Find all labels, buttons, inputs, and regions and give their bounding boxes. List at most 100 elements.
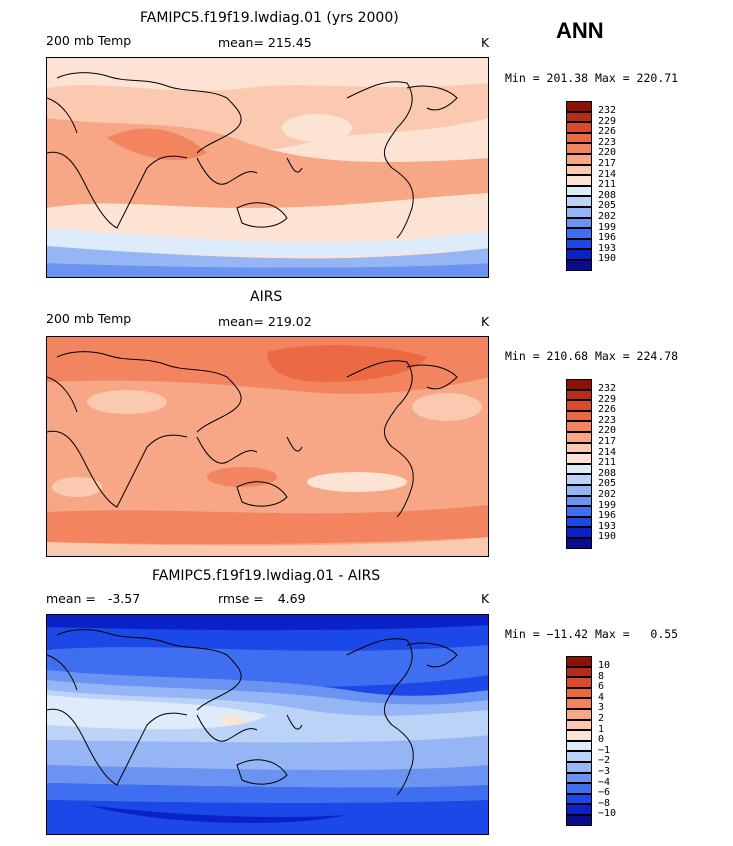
panel1-cbar-label: 229 [598,115,617,127]
panel3-colorbar-swatch [566,740,592,752]
panel2-colorbar-swatch [566,389,592,401]
panel1-colorbar-swatch [566,238,592,250]
panel3-colorbar-swatch [566,751,592,762]
panel3-colorbar-swatch [566,698,592,709]
panel1-map-svg [47,58,488,277]
panel1-colorbar-swatch [566,153,592,165]
panel1-cbar-label: 217 [598,157,617,169]
panel2-cbar-label: 190 [598,531,617,543]
panel3-cbar-label: −8 [598,797,611,809]
panel1-title: FAMIPC5.f19f19.lwdiag.01 (yrs 2000) [140,10,399,26]
panel1-colorbar-labels: 232 229 226 223 220 217 214 211 208 205 … [598,101,617,264]
panel3-cbar-label: −2 [598,755,611,767]
panel2-colorbar [566,379,592,549]
panel3-colorbar-swatch [566,687,592,699]
panel2-cbar-label: 196 [598,510,617,522]
panel2-colorbar-swatch [566,442,592,454]
panel2-cbar-label: 232 [598,383,617,394]
panel3-colorbar-swatch [566,677,592,688]
panel1-cbar-label: 232 [598,105,617,116]
panel2-cbar-label: 226 [598,404,617,416]
panel2-cbar-label: 199 [598,499,617,511]
panel2-colorbar-swatch [566,400,592,411]
panel3-rmse-label: rmse = [218,591,264,606]
panel3-title: FAMIPC5.f19f19.lwdiag.01 - AIRS [152,568,381,584]
panel1-colorbar-swatch [566,196,592,207]
panel3-mean: mean = -3.57 [46,591,141,606]
panel1-colorbar-swatch [566,132,592,144]
panel3-colorbar-swatch [566,783,592,794]
panel3-colorbar-swatch [566,814,592,826]
panel2-title: AIRS [250,289,283,305]
panel2-cbar-label: 202 [598,488,617,500]
panel1-minmax: Min = 201.38 Max = 220.71 [505,71,679,85]
panel2-cbar-label: 223 [598,414,617,426]
panel2-minmax: Min = 210.68 Max = 224.78 [505,349,679,363]
panel1-cbar-label: 193 [598,242,617,254]
season-label: ANN [556,18,604,43]
panel1-colorbar-swatch [566,217,592,229]
panel1-colorbar-swatch [566,249,592,260]
panel3-map [46,614,489,835]
panel2-map-svg [47,337,488,556]
panel3-colorbar [566,656,592,826]
panel2-colorbar-swatch [566,537,592,549]
panel2-cbar-label: 205 [598,478,617,490]
panel1-cbar-label: 211 [598,179,617,191]
panel1-variable-label: 200 mb Temp [46,33,132,48]
panel2-cbar-label: 214 [598,446,617,458]
panel1-cbar-label: 205 [598,200,617,212]
panel1-mean-value: 215.45 [267,35,312,50]
panel3-cbar-label: 0 [598,734,605,746]
panel2-map [46,336,489,557]
panel3-cbar-label: 4 [598,691,605,703]
panel1-cbar-label: 214 [598,168,617,180]
panel3-colorbar-swatch [566,804,592,815]
panel2-mean-value: 219.02 [267,314,312,329]
panel1-colorbar-swatch [566,164,592,176]
panel2-colorbar-swatch [566,410,592,422]
panel2-colorbar-swatch [566,484,592,496]
panel3-cbar-label: 2 [598,712,605,724]
panel1-colorbar-swatch [566,122,592,133]
panel3-cbar-label: 10 [598,660,611,671]
panel1-mean: mean= 215.45 [218,35,312,50]
panel3-rmse-value: 4.69 [277,591,306,606]
panel2-colorbar-swatch [566,453,592,464]
panel1-cbar-label: 208 [598,189,617,201]
panel2-cbar-label: 211 [598,457,617,469]
panel1-colorbar-swatch [566,175,592,186]
panel2-cbar-label: 220 [598,425,617,437]
panel3-units: K [481,591,490,606]
panel3-colorbar-labels: 10 8 6 4 3 2 1 0 −1 −2 −3 −4 −6 −8 −10 [598,656,616,819]
panel3-colorbar-swatch [566,793,592,805]
panel2-colorbar-swatch [566,474,592,485]
panel3-cbar-label: −4 [598,776,611,788]
panel3-cbar-label: −3 [598,765,611,777]
panel2-cbar-label: 193 [598,520,617,532]
panel2-colorbar-swatch [566,516,592,528]
panel3-colorbar-swatch [566,656,592,667]
panel3-colorbar-swatch [566,772,592,784]
panel1-cbar-label: 190 [598,253,617,265]
panel2-colorbar-swatch [566,463,592,475]
panel2-cbar-label: 229 [598,393,617,405]
panel3-colorbar-swatch [566,730,592,741]
panel3-colorbar-swatch [566,708,592,720]
panel1-colorbar-swatch [566,143,592,154]
panel3-cbar-label: 1 [598,723,605,735]
panel2-mean: mean= 219.02 [218,314,312,329]
panel3-cbar-label: −6 [598,787,611,799]
panel1-cbar-label: 223 [598,136,617,148]
panel3-cbar-label: 3 [598,702,605,714]
panel2-colorbar-labels: 232 229 226 223 220 217 214 211 208 205 … [598,379,617,542]
panel1-colorbar-swatch [566,111,592,123]
panel3-cbar-label: −10 [598,808,617,820]
panel1-cbar-label: 196 [598,232,617,244]
panel2-cbar-label: 217 [598,435,617,447]
panel1-colorbar-swatch [566,101,592,112]
panel2-cbar-label: 208 [598,467,617,479]
panel1-units: K [481,35,490,50]
panel3-cbar-label: −1 [598,744,611,756]
panel3-map-svg [47,615,488,834]
